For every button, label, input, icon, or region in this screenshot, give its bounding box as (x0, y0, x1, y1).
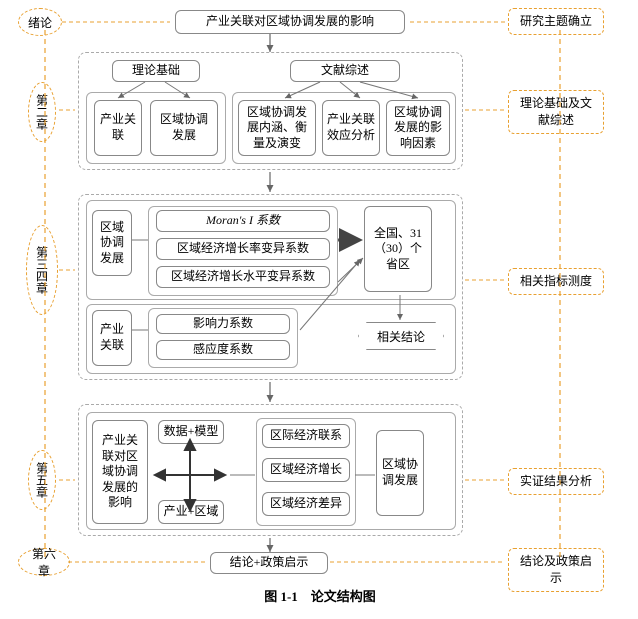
review-header: 文献综述 (290, 60, 400, 82)
s2-b2: 区域协调发展 (150, 100, 218, 156)
s5-c2: 区域经济增长 (262, 458, 350, 482)
diagram-canvas: 绪论 第二章 第三四章 第五章 第六章 研究主题确立 理论基础及文献综述 相关指… (0, 0, 638, 619)
label: 感应度系数 (193, 342, 253, 358)
s34-left2: 产业关联 (92, 310, 132, 366)
label: 数据+模型 (164, 424, 219, 440)
label: 区域经济差异 (270, 496, 342, 512)
s34-m4: 影响力系数 (156, 314, 290, 334)
side-topic: 研究主题确立 (508, 8, 604, 35)
s5-top: 数据+模型 (158, 420, 224, 444)
label: 区域协调发展 (155, 112, 213, 143)
s34-r1: 全国、31（30）个省区 (364, 206, 432, 292)
s34-left1: 区域协调发展 (92, 210, 132, 276)
label: 产业关联 (97, 322, 127, 353)
s34-m2: 区域经济增长率变异系数 (156, 238, 330, 260)
side-index: 相关指标测度 (508, 268, 604, 295)
s34-conclusion: 相关结论 (358, 322, 444, 350)
side-conclusion: 结论及政策启示 (508, 548, 604, 592)
label: 产业+区域 (164, 504, 219, 520)
caption-text: 图 1-1 论文结构图 (264, 589, 376, 604)
side-label: 实证结果分析 (520, 473, 592, 490)
label: 区域协调发展的影响因素 (391, 105, 445, 152)
s6-conclusion: 结论+政策启示 (210, 552, 328, 574)
label: 区域经济增长 (270, 462, 342, 478)
chapter-label: 绪论 (28, 14, 52, 31)
label: 区域协调发展 (381, 457, 419, 488)
side-empirical: 实证结果分析 (508, 468, 604, 495)
chapter-label: 第二章 (34, 94, 51, 130)
label: 区域协调发展 (97, 220, 127, 267)
s2-b1: 产业关联 (94, 100, 142, 156)
figure-caption: 图 1-1 论文结构图 (220, 586, 420, 605)
side-label: 结论及政策启示 (515, 553, 597, 587)
side-theory: 理论基础及文献综述 (508, 90, 604, 134)
label: 理论基础 (132, 63, 180, 79)
chapter-6: 第六章 (18, 548, 70, 576)
label: 产业关联效应分析 (327, 112, 375, 143)
s34-m5: 感应度系数 (156, 340, 290, 360)
chapter-intro: 绪论 (18, 8, 62, 36)
s2-b4: 产业关联效应分析 (322, 100, 380, 156)
label: 区际经济联系 (270, 428, 342, 444)
label: 结论+政策启示 (230, 555, 309, 571)
side-label: 研究主题确立 (520, 13, 592, 30)
label: 相关结论 (377, 328, 425, 345)
label: 全国、31（30）个省区 (369, 226, 427, 273)
title-text: 产业关联对区域协调发展的影响 (206, 14, 374, 30)
side-label: 相关指标测度 (520, 273, 592, 290)
label: 文献综述 (321, 63, 369, 79)
s5-right: 区域协调发展 (376, 430, 424, 516)
label: 产业关联 (99, 112, 137, 143)
title-box: 产业关联对区域协调发展的影响 (175, 10, 405, 34)
theory-header: 理论基础 (112, 60, 200, 82)
chapter-2: 第二章 (28, 82, 56, 142)
label: 区域经济增长率变异系数 (177, 241, 309, 257)
chapter-label: 第三四章 (34, 246, 51, 294)
chapter-label: 第六章 (27, 545, 61, 579)
s2-b3: 区域协调发展内涵、衡量及演变 (238, 100, 316, 156)
s2-b5: 区域协调发展的影响因素 (386, 100, 450, 156)
s34-m3: 区域经济增长水平变异系数 (156, 266, 330, 288)
label: 产业关联对区域协调发展的影响 (97, 433, 143, 511)
chapter-label: 第五章 (34, 462, 51, 498)
s5-c1: 区际经济联系 (262, 424, 350, 448)
s5-left: 产业关联对区域协调发展的影响 (92, 420, 148, 524)
chapter-5: 第五章 (28, 450, 56, 510)
label: 影响力系数 (193, 316, 253, 332)
s34-m1: Moran's I 系数 (156, 210, 330, 232)
label: Moran's I 系数 (206, 213, 280, 229)
label: 区域协调发展内涵、衡量及演变 (243, 105, 311, 152)
chapter-34: 第三四章 (26, 225, 58, 315)
s5-bottom: 产业+区域 (158, 500, 224, 524)
side-label: 理论基础及文献综述 (515, 95, 597, 129)
s5-c3: 区域经济差异 (262, 492, 350, 516)
